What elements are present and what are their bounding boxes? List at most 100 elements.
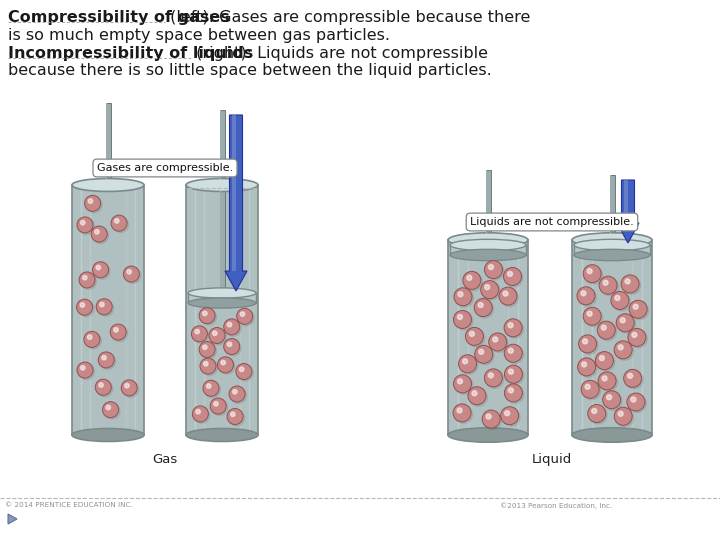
Text: Compressibility of gases: Compressibility of gases — [8, 10, 230, 25]
Circle shape — [454, 406, 472, 423]
Circle shape — [503, 267, 521, 286]
Circle shape — [506, 367, 524, 384]
Circle shape — [453, 404, 471, 422]
Circle shape — [616, 314, 634, 332]
Circle shape — [93, 262, 109, 278]
Text: Incompressibility of liquids: Incompressibility of liquids — [8, 46, 253, 60]
Circle shape — [482, 282, 500, 300]
Circle shape — [607, 395, 612, 400]
Circle shape — [240, 312, 245, 316]
Circle shape — [458, 292, 463, 297]
Circle shape — [214, 402, 218, 406]
Bar — [610, 175, 614, 245]
Polygon shape — [8, 514, 17, 524]
Circle shape — [633, 304, 638, 309]
Circle shape — [238, 365, 253, 381]
Circle shape — [505, 365, 523, 383]
Text: ©2013 Pearson Education, Inc.: ©2013 Pearson Education, Inc. — [500, 502, 612, 509]
Circle shape — [123, 266, 140, 282]
Circle shape — [486, 414, 491, 419]
Circle shape — [500, 288, 518, 307]
Circle shape — [629, 395, 647, 413]
Circle shape — [508, 272, 513, 276]
Bar — [450, 245, 526, 255]
Bar — [106, 103, 107, 187]
Circle shape — [454, 310, 472, 328]
Circle shape — [86, 197, 102, 213]
Circle shape — [603, 280, 608, 285]
Circle shape — [79, 272, 95, 288]
Circle shape — [212, 331, 217, 335]
Circle shape — [99, 302, 104, 307]
Circle shape — [240, 367, 244, 372]
Circle shape — [212, 400, 228, 416]
Text: (right): Liquids are not compressible: (right): Liquids are not compressible — [192, 46, 488, 60]
Circle shape — [199, 341, 215, 357]
Circle shape — [582, 339, 588, 344]
Bar — [220, 110, 225, 293]
Circle shape — [459, 355, 477, 373]
Circle shape — [204, 382, 220, 398]
Circle shape — [114, 219, 119, 223]
Text: Gases are compressible.: Gases are compressible. — [97, 163, 233, 173]
Circle shape — [604, 392, 622, 410]
Circle shape — [598, 321, 616, 339]
Circle shape — [122, 381, 139, 397]
Circle shape — [210, 329, 227, 345]
Bar — [220, 110, 221, 293]
Circle shape — [96, 265, 101, 270]
Circle shape — [196, 409, 200, 414]
Circle shape — [599, 323, 617, 341]
Circle shape — [580, 336, 598, 354]
Circle shape — [599, 276, 617, 294]
Circle shape — [98, 300, 114, 316]
Circle shape — [600, 278, 618, 296]
Circle shape — [505, 346, 523, 364]
Circle shape — [614, 407, 632, 426]
Circle shape — [472, 391, 477, 396]
Circle shape — [104, 403, 120, 419]
Circle shape — [508, 388, 513, 393]
Text: is so much empty space between gas particles.: is so much empty space between gas parti… — [8, 28, 390, 43]
Ellipse shape — [186, 429, 258, 442]
Circle shape — [485, 285, 490, 289]
Circle shape — [631, 397, 636, 402]
Circle shape — [200, 358, 216, 374]
Circle shape — [611, 292, 629, 309]
Circle shape — [481, 281, 499, 299]
Circle shape — [503, 291, 508, 296]
Circle shape — [469, 388, 487, 406]
Circle shape — [192, 326, 207, 342]
Circle shape — [484, 411, 502, 429]
Circle shape — [201, 343, 217, 359]
Circle shape — [486, 370, 504, 388]
Circle shape — [194, 407, 210, 423]
Circle shape — [601, 325, 606, 330]
FancyArrow shape — [624, 180, 628, 223]
Circle shape — [202, 311, 207, 316]
Circle shape — [618, 411, 624, 416]
Circle shape — [597, 353, 615, 371]
Circle shape — [192, 406, 208, 422]
Ellipse shape — [72, 179, 144, 192]
Circle shape — [464, 273, 482, 291]
Circle shape — [233, 389, 237, 394]
Circle shape — [195, 329, 199, 334]
Circle shape — [581, 380, 599, 399]
Circle shape — [77, 217, 93, 233]
Circle shape — [78, 363, 94, 380]
Circle shape — [81, 366, 85, 370]
Text: Liquid: Liquid — [532, 453, 572, 466]
Bar — [574, 245, 650, 255]
Circle shape — [454, 375, 472, 393]
Circle shape — [489, 333, 507, 351]
Ellipse shape — [572, 428, 652, 442]
Circle shape — [618, 345, 623, 350]
Circle shape — [112, 326, 127, 342]
Circle shape — [508, 348, 513, 353]
Circle shape — [457, 379, 462, 384]
Circle shape — [88, 199, 93, 204]
Circle shape — [80, 303, 85, 307]
Bar — [188, 293, 256, 303]
Bar — [448, 240, 528, 435]
